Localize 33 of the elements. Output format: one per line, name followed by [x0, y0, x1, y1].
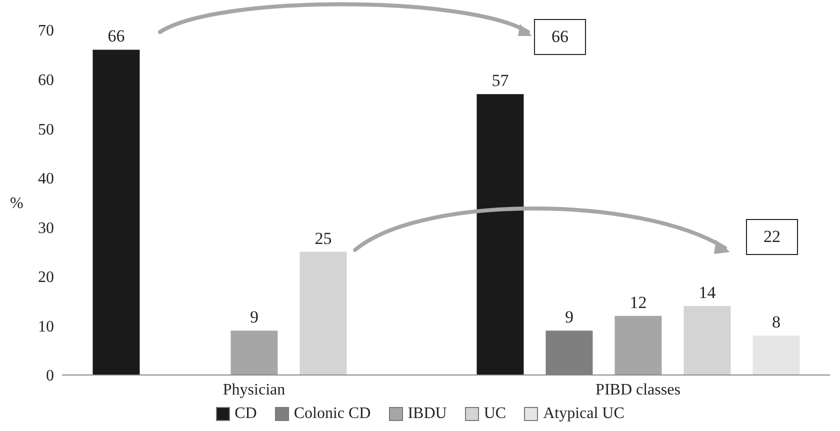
- bar: [230, 330, 278, 375]
- bar: [614, 316, 662, 375]
- y-tick-label: 50: [38, 121, 54, 138]
- x-tick-label: PIBD classes: [596, 381, 680, 398]
- x-tick-label: Physician: [222, 381, 286, 398]
- y-tick-label: 30: [38, 220, 54, 237]
- annotation: 22: [746, 219, 798, 255]
- legend-label: CD: [234, 405, 257, 423]
- y-tick-label: 40: [38, 170, 54, 188]
- data-label: 57: [492, 71, 510, 90]
- data-label: 9: [564, 308, 574, 327]
- annotation: 66: [534, 19, 586, 55]
- y-tick-label: 20: [38, 269, 54, 286]
- y-tick-label: 60: [38, 72, 54, 89]
- y-tick-label: 70: [38, 22, 54, 40]
- data-label: 9: [250, 308, 258, 327]
- data-label: 12: [630, 292, 647, 312]
- bar: [752, 336, 800, 375]
- bar: [476, 94, 524, 375]
- data-label: 25: [314, 228, 332, 248]
- legend-label: Atypical UC: [543, 405, 624, 423]
- bar: [92, 50, 140, 375]
- y-tick-label: 0: [46, 368, 54, 385]
- data-label: 8: [772, 312, 780, 332]
- y-tick-label: 10: [38, 318, 54, 336]
- y-axis-title: %: [10, 195, 24, 212]
- bar: [684, 306, 731, 375]
- legend-label: IBDU: [408, 405, 447, 423]
- bar: [300, 252, 347, 375]
- legend-label: Colonic CD: [294, 405, 371, 423]
- data-label: 14: [698, 283, 716, 302]
- legend-label: UC: [484, 405, 506, 423]
- data-label: 66: [108, 26, 125, 46]
